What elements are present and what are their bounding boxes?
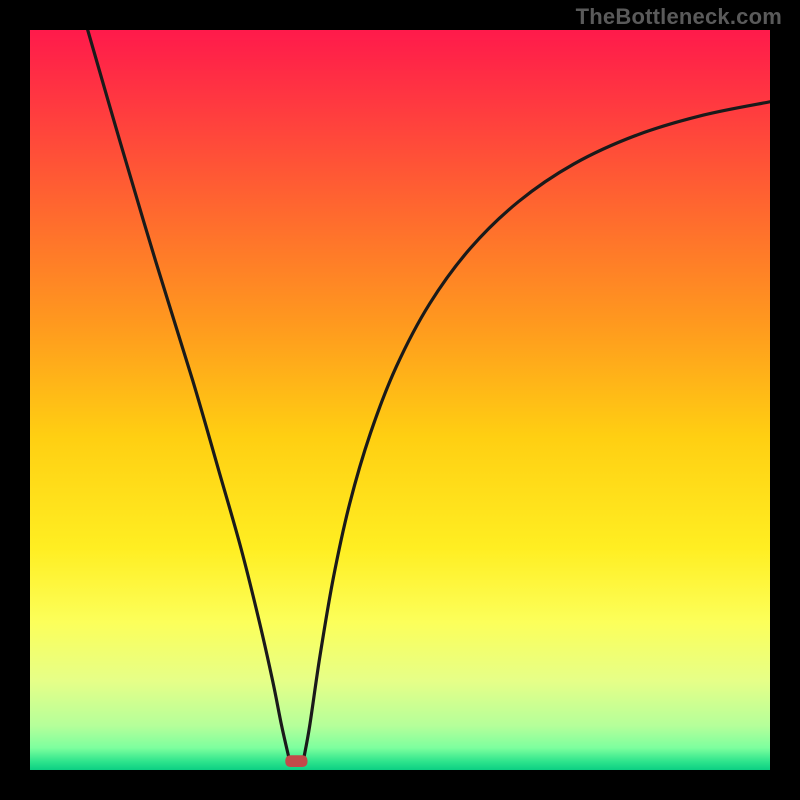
gradient-background <box>30 30 770 770</box>
chart-canvas: TheBottleneck.com <box>0 0 800 800</box>
watermark-text: TheBottleneck.com <box>576 4 782 30</box>
optimal-point-marker <box>285 755 307 767</box>
plot-area <box>30 30 770 770</box>
plot-svg <box>30 30 770 770</box>
